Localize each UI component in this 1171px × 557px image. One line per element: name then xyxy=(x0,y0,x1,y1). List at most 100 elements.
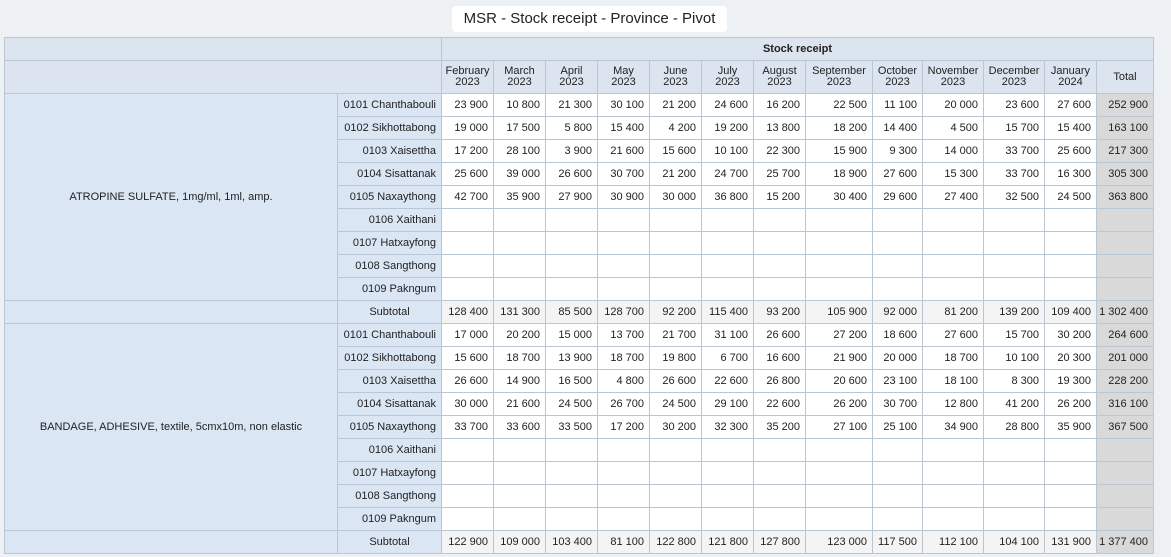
value-cell[interactable] xyxy=(922,277,984,301)
value-cell[interactable] xyxy=(441,277,494,301)
value-cell[interactable] xyxy=(701,438,754,462)
value-cell[interactable]: 24 600 xyxy=(701,93,754,117)
value-cell[interactable]: 33 700 xyxy=(983,162,1045,186)
value-cell[interactable]: 28 800 xyxy=(983,415,1045,439)
value-cell[interactable]: 30 400 xyxy=(805,185,873,209)
value-cell[interactable]: 27 600 xyxy=(1044,93,1097,117)
value-cell[interactable] xyxy=(597,484,650,508)
value-cell[interactable]: 23 100 xyxy=(872,369,923,393)
province-cell[interactable]: 0103 Xaisettha xyxy=(337,139,442,163)
value-cell[interactable] xyxy=(1044,438,1097,462)
province-cell[interactable]: 0108 Sangthong xyxy=(337,484,442,508)
value-cell[interactable] xyxy=(597,507,650,531)
value-cell[interactable] xyxy=(701,461,754,485)
value-cell[interactable] xyxy=(872,461,923,485)
value-cell[interactable]: 19 000 xyxy=(441,116,494,140)
value-cell[interactable] xyxy=(805,461,873,485)
value-cell[interactable]: 21 200 xyxy=(649,93,702,117)
value-cell[interactable]: 27 200 xyxy=(805,323,873,347)
value-cell[interactable]: 18 600 xyxy=(872,323,923,347)
value-cell[interactable] xyxy=(1044,208,1097,232)
value-cell[interactable] xyxy=(983,208,1045,232)
value-cell[interactable]: 16 300 xyxy=(1044,162,1097,186)
value-cell[interactable] xyxy=(649,507,702,531)
value-cell[interactable] xyxy=(493,208,546,232)
value-cell[interactable]: 15 400 xyxy=(1044,116,1097,140)
value-cell[interactable]: 30 900 xyxy=(597,185,650,209)
value-cell[interactable] xyxy=(983,254,1045,278)
value-cell[interactable] xyxy=(597,461,650,485)
column-header-month[interactable]: May 2023 xyxy=(597,60,650,94)
value-cell[interactable]: 4 800 xyxy=(597,369,650,393)
value-cell[interactable]: 26 600 xyxy=(649,369,702,393)
value-cell[interactable]: 25 600 xyxy=(441,162,494,186)
value-cell[interactable] xyxy=(922,231,984,255)
value-cell[interactable] xyxy=(441,484,494,508)
value-cell[interactable] xyxy=(493,277,546,301)
value-cell[interactable]: 26 200 xyxy=(805,392,873,416)
province-cell[interactable]: 0109 Pakngum xyxy=(337,507,442,531)
value-cell[interactable]: 32 500 xyxy=(983,185,1045,209)
value-cell[interactable] xyxy=(649,484,702,508)
column-header-month[interactable]: September 2023 xyxy=(805,60,873,94)
value-cell[interactable]: 18 200 xyxy=(805,116,873,140)
value-cell[interactable]: 30 700 xyxy=(597,162,650,186)
value-cell[interactable]: 23 600 xyxy=(983,93,1045,117)
value-cell[interactable]: 31 100 xyxy=(701,323,754,347)
column-header-month[interactable]: July 2023 xyxy=(701,60,754,94)
value-cell[interactable]: 30 200 xyxy=(1044,323,1097,347)
value-cell[interactable]: 14 400 xyxy=(872,116,923,140)
value-cell[interactable] xyxy=(701,277,754,301)
value-cell[interactable] xyxy=(872,438,923,462)
value-cell[interactable]: 14 900 xyxy=(493,369,546,393)
value-cell[interactable]: 26 600 xyxy=(441,369,494,393)
value-cell[interactable] xyxy=(922,461,984,485)
value-cell[interactable]: 25 700 xyxy=(753,162,806,186)
province-cell[interactable]: 0105 Naxaythong xyxy=(337,415,442,439)
value-cell[interactable] xyxy=(805,507,873,531)
value-cell[interactable] xyxy=(649,208,702,232)
value-cell[interactable]: 18 700 xyxy=(493,346,546,370)
province-cell[interactable]: 0101 Chanthabouli xyxy=(337,93,442,117)
province-cell[interactable]: 0107 Hatxayfong xyxy=(337,231,442,255)
value-cell[interactable] xyxy=(983,277,1045,301)
value-cell[interactable]: 13 900 xyxy=(545,346,598,370)
value-cell[interactable] xyxy=(701,231,754,255)
value-cell[interactable]: 21 300 xyxy=(545,93,598,117)
value-cell[interactable] xyxy=(753,277,806,301)
value-cell[interactable] xyxy=(441,208,494,232)
value-cell[interactable]: 14 000 xyxy=(922,139,984,163)
province-cell[interactable]: 0101 Chanthabouli xyxy=(337,323,442,347)
value-cell[interactable]: 15 700 xyxy=(983,323,1045,347)
value-cell[interactable]: 20 000 xyxy=(872,346,923,370)
value-cell[interactable] xyxy=(1044,461,1097,485)
value-cell[interactable]: 15 300 xyxy=(922,162,984,186)
value-cell[interactable]: 13 800 xyxy=(753,116,806,140)
value-cell[interactable] xyxy=(872,208,923,232)
value-cell[interactable] xyxy=(545,438,598,462)
value-cell[interactable] xyxy=(872,254,923,278)
value-cell[interactable] xyxy=(701,484,754,508)
value-cell[interactable]: 24 700 xyxy=(701,162,754,186)
value-cell[interactable]: 6 700 xyxy=(701,346,754,370)
value-cell[interactable]: 21 900 xyxy=(805,346,873,370)
value-cell[interactable] xyxy=(493,438,546,462)
value-cell[interactable] xyxy=(1044,277,1097,301)
value-cell[interactable] xyxy=(805,231,873,255)
value-cell[interactable] xyxy=(983,484,1045,508)
value-cell[interactable] xyxy=(545,254,598,278)
value-cell[interactable] xyxy=(649,277,702,301)
value-cell[interactable]: 27 100 xyxy=(805,415,873,439)
value-cell[interactable] xyxy=(1044,484,1097,508)
value-cell[interactable] xyxy=(805,208,873,232)
value-cell[interactable]: 20 600 xyxy=(805,369,873,393)
value-cell[interactable]: 36 800 xyxy=(701,185,754,209)
value-cell[interactable]: 18 700 xyxy=(922,346,984,370)
value-cell[interactable]: 19 300 xyxy=(1044,369,1097,393)
column-header-month[interactable]: February 2023 xyxy=(441,60,494,94)
value-cell[interactable] xyxy=(649,438,702,462)
value-cell[interactable] xyxy=(597,277,650,301)
value-cell[interactable]: 25 600 xyxy=(1044,139,1097,163)
value-cell[interactable]: 26 800 xyxy=(753,369,806,393)
value-cell[interactable] xyxy=(441,507,494,531)
